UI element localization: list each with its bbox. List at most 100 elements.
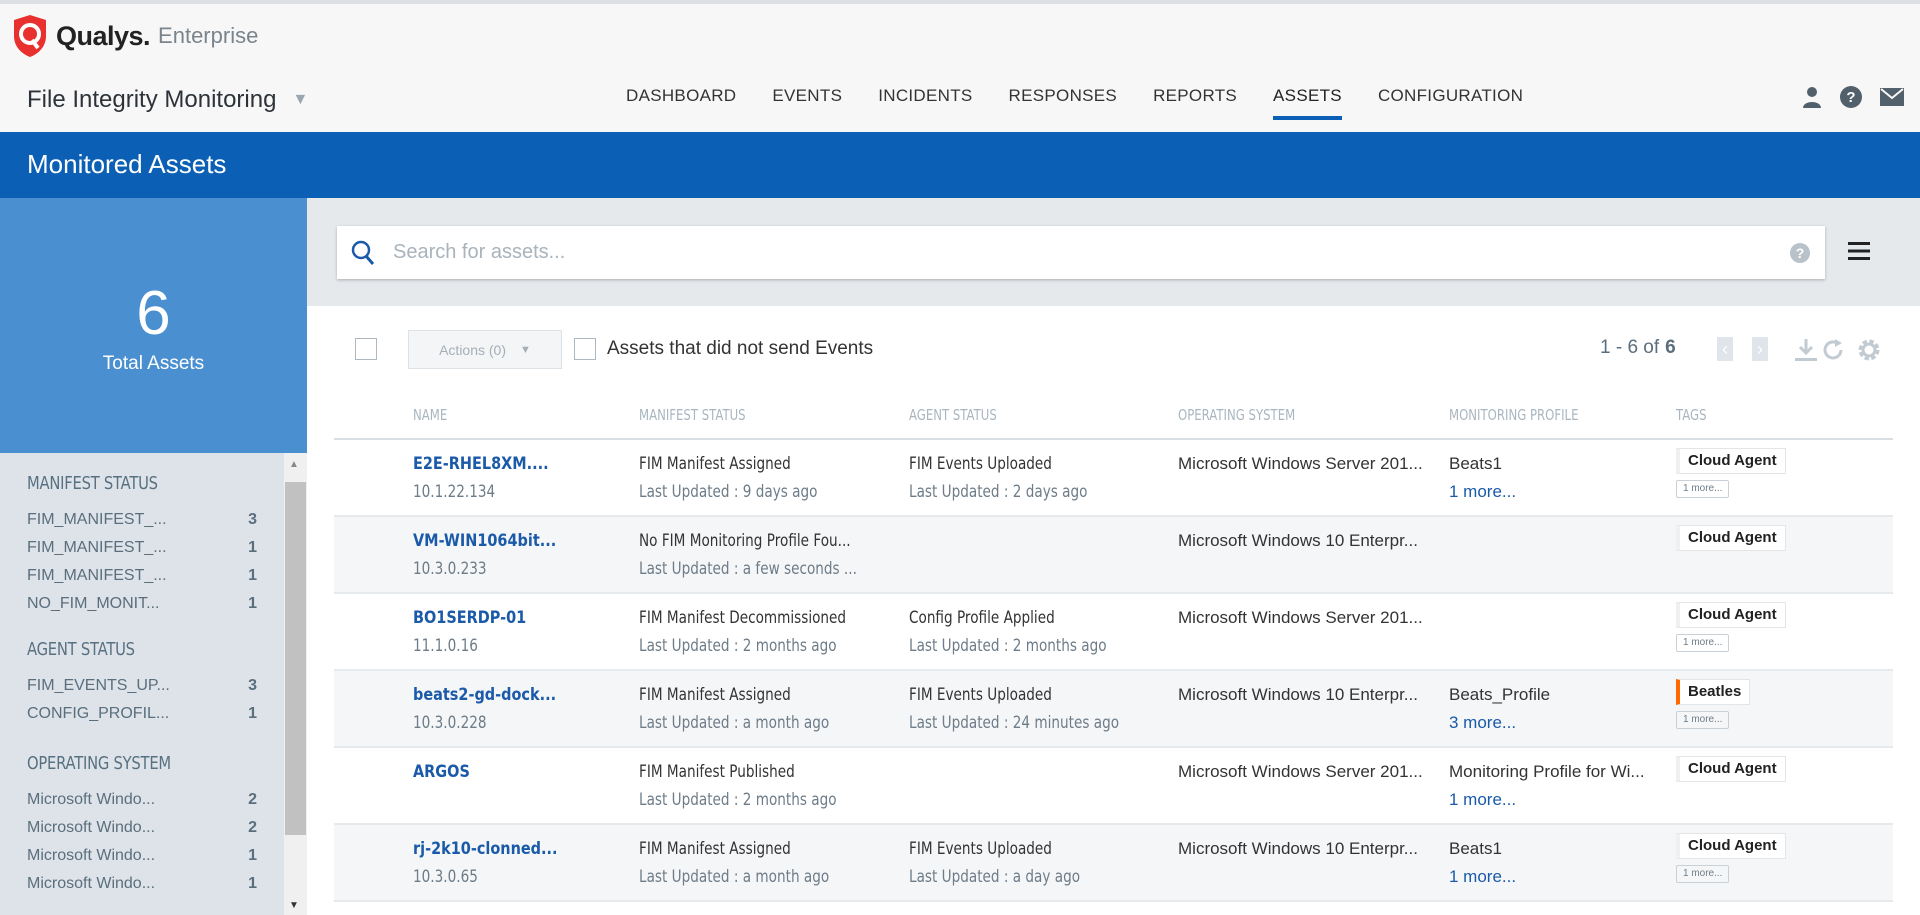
table-header: NAME MANIFEST STATUS AGENT STATUS OPERAT… [334, 406, 1893, 440]
filter-count: 2 [248, 791, 257, 808]
asset-name-link[interactable]: rj-2k10-clonned... [413, 839, 558, 859]
asset-name-link[interactable]: BO1SERDP-01 [413, 608, 527, 628]
filter-label: FIM_MANIFEST_... [27, 511, 167, 528]
assets-table: NAME MANIFEST STATUS AGENT STATUS OPERAT… [334, 406, 1893, 902]
mail-icon[interactable] [1880, 88, 1904, 106]
filter-group-title: MANIFEST STATUS [27, 473, 158, 494]
header-icons: ? [1802, 86, 1904, 108]
table-row[interactable]: E2E-RHEL8XM.... 10.1.22.134 FIM Manifest A… [334, 440, 1893, 517]
filter-item[interactable]: FIM_MANIFEST_... 1 [27, 534, 257, 562]
nav-incidents[interactable]: INCIDENTS [878, 86, 973, 105]
column-header-tags[interactable]: TAGS [1676, 406, 1707, 424]
filter-item[interactable]: FIM_EVENTS_UP... 3 [27, 672, 257, 700]
table-row[interactable]: BO1SERDP-01 11.1.0.16 FIM Manifest Decommi… [334, 594, 1893, 671]
scroll-up-icon[interactable]: ▲ [289, 459, 299, 470]
filter-count: 1 [248, 875, 257, 892]
scroll-down-icon[interactable]: ▼ [289, 900, 299, 911]
nav-reports[interactable]: REPORTS [1153, 86, 1238, 105]
svg-text:?: ? [1796, 245, 1805, 261]
agent-status: FIM Events Uploaded [909, 454, 1052, 474]
profile-more-link[interactable]: 1 more... [1449, 790, 1517, 809]
main-nav: DASHBOARD EVENTS INCIDENTS RESPONSES REP… [626, 86, 1523, 120]
monitoring-profile: Beats1 [1449, 839, 1502, 858]
filter-item[interactable]: CONFIG_PROFIL... 1 [27, 700, 257, 728]
asset-tag[interactable]: Cloud Agent [1676, 525, 1786, 551]
filter-item[interactable]: Microsoft Windo... 2 [27, 786, 257, 814]
pager-total: 6 [1665, 337, 1676, 358]
search-help-icon[interactable]: ? [1789, 242, 1811, 264]
table-row[interactable]: VM-WIN1064bit... 10.3.0.233 No FIM Monitor… [334, 517, 1893, 594]
svg-text:?: ? [1846, 89, 1855, 106]
nav-events[interactable]: EVENTS [772, 86, 843, 105]
prev-page-icon[interactable]: ‹ [1717, 337, 1733, 361]
manifest-status: FIM Manifest Published [639, 762, 795, 782]
filter-item[interactable]: Microsoft Windo... 2 [27, 814, 257, 842]
asset-tag[interactable]: Cloud Agent [1676, 756, 1786, 782]
agent-updated: Last Updated : a day ago [909, 867, 1081, 887]
profile-more-link[interactable]: 1 more... [1449, 482, 1517, 501]
user-icon[interactable] [1802, 86, 1822, 108]
nav-assets[interactable]: ASSETS [1273, 86, 1342, 120]
nav-responses[interactable]: RESPONSES [1008, 86, 1118, 105]
no-events-label: Assets that did not send Events [607, 338, 874, 359]
tags-more-button[interactable]: 1 more... [1676, 711, 1730, 729]
menu-icon[interactable] [1848, 241, 1870, 261]
manifest-updated: Last Updated : a month ago [639, 867, 830, 887]
column-header-operating-system[interactable]: OPERATING SYSTEM [1178, 406, 1296, 424]
asset-name-link[interactable]: E2E-RHEL8XM.... [413, 454, 549, 474]
help-icon[interactable]: ? [1840, 86, 1862, 108]
table-row[interactable]: beats2-gd-dock... 10.3.0.228 FIM Manifest … [334, 671, 1893, 748]
tags-more-button[interactable]: 1 more... [1676, 634, 1730, 652]
filter-label: Microsoft Windo... [27, 791, 156, 808]
filter-item[interactable]: Microsoft Windo... 1 [27, 842, 257, 870]
select-all-checkbox[interactable] [355, 338, 377, 360]
asset-ip: 11.1.0.16 [413, 636, 478, 656]
refresh-icon[interactable] [1822, 338, 1846, 362]
asset-tag[interactable]: Beatles [1676, 679, 1751, 705]
table-row[interactable]: ARGOS FIM Manifest Published Last Updated … [334, 748, 1893, 825]
nav-dashboard[interactable]: DASHBOARD [626, 86, 737, 105]
operating-system: Microsoft Windows Server 201... [1178, 762, 1423, 781]
asset-tag[interactable]: Cloud Agent [1676, 448, 1786, 474]
asset-name-link[interactable]: VM-WIN1064bit... [413, 531, 557, 551]
settings-gear-icon[interactable] [1856, 337, 1882, 363]
app-title: File Integrity Monitoring [27, 86, 277, 113]
operating-system: Microsoft Windows Server 201... [1178, 454, 1423, 473]
table-row[interactable]: rj-2k10-clonned... 10.3.0.65 FIM Manifest … [334, 825, 1893, 902]
caret-down-icon: ▼ [292, 91, 309, 108]
search-input[interactable] [393, 241, 1789, 264]
column-header-name[interactable]: NAME [413, 406, 448, 424]
column-header-agent-status[interactable]: AGENT STATUS [909, 406, 997, 424]
asset-tag[interactable]: Cloud Agent [1676, 602, 1786, 628]
profile-more-link[interactable]: 1 more... [1449, 867, 1517, 886]
tags-more-button[interactable]: 1 more... [1676, 480, 1730, 498]
filter-item[interactable]: Microsoft Windo... 1 [27, 870, 257, 898]
filter-item[interactable]: FIM_MANIFEST_... 1 [27, 562, 257, 590]
filter-group-agent-status: AGENT STATUS FIM_EVENTS_UP... 3 CONFIG_PR… [27, 639, 257, 728]
next-page-icon[interactable]: › [1752, 337, 1768, 361]
actions-dropdown[interactable]: Actions (0) ▼ [408, 330, 562, 369]
no-events-filter[interactable]: Assets that did not send Events [574, 338, 873, 360]
filter-label: Microsoft Windo... [27, 875, 156, 892]
download-icon[interactable] [1794, 337, 1818, 363]
qualys-logo[interactable]: Qualys. Enterprise [12, 14, 258, 58]
tags-more-button[interactable]: 1 more... [1676, 865, 1730, 883]
asset-name-link[interactable]: ARGOS [413, 762, 470, 782]
filter-label: FIM_MANIFEST_... [27, 567, 167, 584]
no-events-checkbox[interactable] [574, 338, 596, 360]
top-border [0, 0, 1920, 4]
agent-status: FIM Events Uploaded [909, 685, 1052, 705]
asset-tag[interactable]: Cloud Agent [1676, 833, 1786, 859]
asset-name-link[interactable]: beats2-gd-dock... [413, 685, 557, 705]
search-icon [351, 240, 375, 265]
column-header-monitoring-profile[interactable]: MONITORING PROFILE [1449, 406, 1579, 424]
profile-more-link[interactable]: 3 more... [1449, 713, 1517, 732]
nav-configuration[interactable]: CONFIGURATION [1377, 86, 1524, 105]
column-header-manifest-status[interactable]: MANIFEST STATUS [639, 406, 746, 424]
scrollbar-thumb[interactable] [285, 482, 306, 835]
filter-item[interactable]: NO_FIM_MONIT... 1 [27, 590, 257, 618]
monitoring-profile: Beats1 [1449, 454, 1502, 473]
app-switcher[interactable]: File Integrity Monitoring ▼ [27, 86, 308, 114]
manifest-updated: Last Updated : a month ago [639, 713, 830, 733]
filter-item[interactable]: FIM_MANIFEST_... 3 [27, 506, 257, 534]
